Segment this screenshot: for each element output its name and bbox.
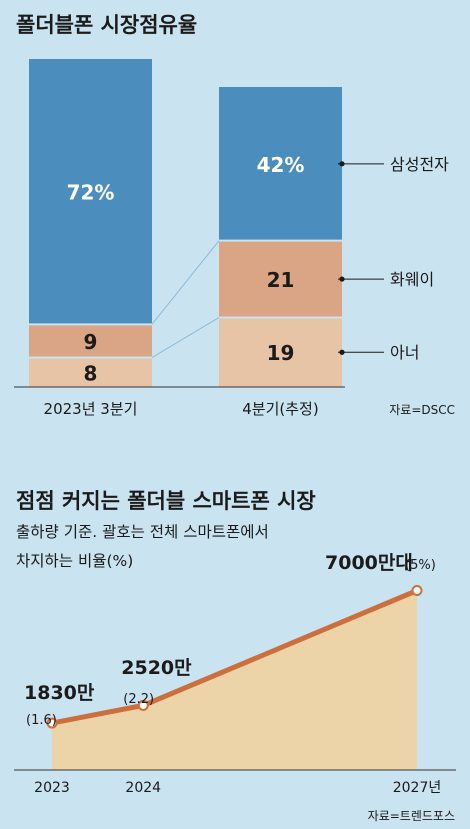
stacked-bars xyxy=(29,59,342,387)
legend-dot-1 xyxy=(339,276,345,282)
shipment-share-label-1: (2.2) xyxy=(123,692,154,707)
shipment-share-label-2: (5%) xyxy=(405,558,436,573)
shipment-source: 자료=트렌드포스 xyxy=(368,809,455,823)
shipment-subtitle-line-2: 차지하는 비율(%) xyxy=(16,552,133,570)
legend-dot-2 xyxy=(339,161,345,167)
bar-connector-lines xyxy=(151,240,220,358)
market-share-chart: 폴더블폰 시장점유율 8 9 72% 19 21 42% 2023년 3분기 4분기(추정)… xyxy=(14,13,455,418)
bar-value-label-0-0: 8 xyxy=(84,361,98,385)
bar-segment-0-2 xyxy=(29,59,152,325)
legend-label-0: 아너 xyxy=(390,343,419,362)
bar-chart-source: 자료=DSCC xyxy=(389,403,455,417)
legend-label-2: 삼성전자 xyxy=(390,155,449,174)
shipment-x-tick-0: 2023 xyxy=(34,780,70,796)
bar-segment-0-1 xyxy=(29,324,152,358)
shipment-point-0 xyxy=(46,717,58,729)
shipment-value-label-1: 2520만 xyxy=(121,657,192,679)
bar-category-label-1: 4분기(추정) xyxy=(242,400,318,418)
shipment-value-label-2: 7000만대 xyxy=(325,552,413,574)
bar-category-label-0: 2023년 3분기 xyxy=(44,400,138,418)
bar-value-label-1-0: 19 xyxy=(267,341,295,365)
shipment-x-tick-1: 2024 xyxy=(125,780,161,796)
bar-segment-1-1 xyxy=(219,240,342,318)
shipment-area xyxy=(52,590,417,770)
shipment-title: 점점 커지는 폴더블 스마트폰 시장 xyxy=(16,489,316,513)
shipment-share-label-0: (1.6) xyxy=(26,713,57,728)
bar-segment-1-0 xyxy=(219,317,342,387)
bar-legend: 아너 화웨이 삼성전자 xyxy=(338,155,449,362)
bar-value-labels: 8 9 72% 19 21 42% xyxy=(67,153,305,385)
shipment-subtitle-line-1: 출하량 기준. 괄호는 전체 스마트폰에서 xyxy=(16,523,269,541)
bar-connector-1 xyxy=(151,240,220,325)
bar-value-label-1-1: 21 xyxy=(267,268,295,292)
shipment-labels: 2023 2024 2027년 1830만 (1.6) 2520만 (2.2) 7000만대(… xyxy=(24,552,441,796)
legend-dot-0 xyxy=(339,349,345,355)
shipment-point-1 xyxy=(137,699,149,711)
bar-value-label-0-2: 72% xyxy=(67,181,115,205)
shipment-plot xyxy=(46,585,423,770)
shipment-x-tick-2: 2027년 xyxy=(393,780,442,796)
market-share-title: 폴더블폰 시장점유율 xyxy=(16,13,197,37)
bar-connector-0 xyxy=(151,317,220,358)
bar-category-labels: 2023년 3분기 4분기(추정) xyxy=(44,400,319,418)
shipment-value-label-0: 1830만 xyxy=(24,682,95,704)
bar-value-label-1-2: 42% xyxy=(257,153,305,177)
bar-value-label-0-1: 9 xyxy=(84,330,98,354)
bar-segment-1-2 xyxy=(219,87,342,241)
shipment-chart: 점점 커지는 폴더블 스마트폰 시장 출하량 기준. 괄호는 전체 스마트폰에서… xyxy=(14,489,456,823)
legend-label-1: 화웨이 xyxy=(390,270,434,289)
shipment-point-2 xyxy=(411,585,423,597)
bar-segment-0-0 xyxy=(29,357,152,387)
